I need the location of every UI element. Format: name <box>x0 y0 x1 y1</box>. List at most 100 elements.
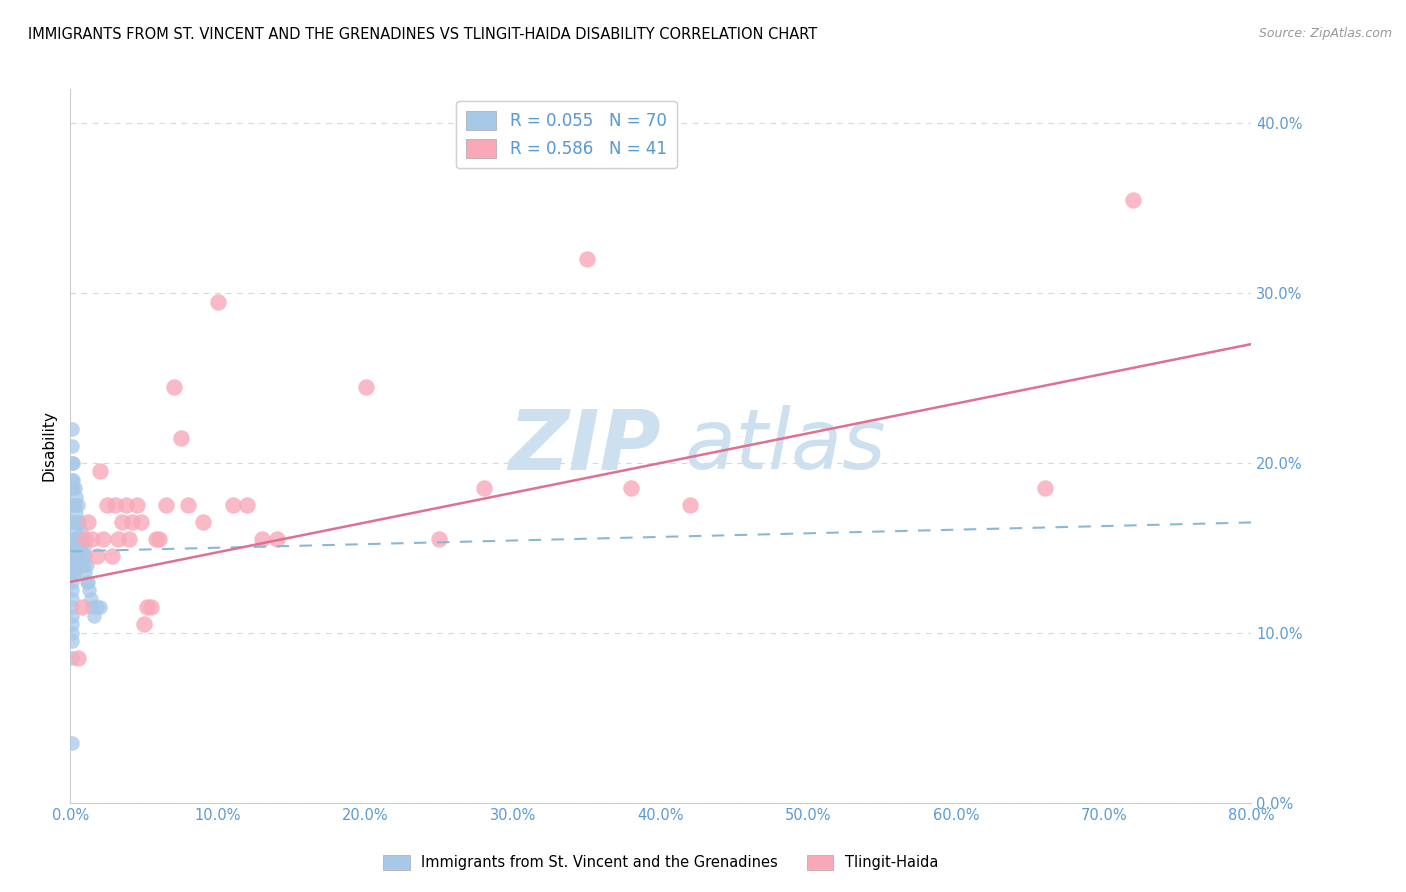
Point <box>65 524 87 538</box>
Point <box>63 558 86 572</box>
Point <box>69 558 91 572</box>
Point <box>63 541 86 555</box>
Point <box>60 549 83 564</box>
Point <box>70 600 93 615</box>
Point <box>427 533 450 547</box>
Point <box>100 549 122 564</box>
Point <box>115 499 138 513</box>
Point <box>107 533 129 547</box>
Point <box>65 533 87 547</box>
Point <box>60 566 83 581</box>
Point <box>75 549 96 564</box>
Text: ZIP: ZIP <box>508 406 661 486</box>
Point <box>77 516 100 530</box>
Point <box>163 379 186 393</box>
Point <box>60 456 83 470</box>
Point <box>69 541 91 555</box>
Point <box>62 541 84 555</box>
Point <box>236 499 259 513</box>
Text: IMMIGRANTS FROM ST. VINCENT AND THE GRENADINES VS TLINGIT-HAIDA DISABILITY CORRE: IMMIGRANTS FROM ST. VINCENT AND THE GREN… <box>28 27 817 42</box>
Point <box>679 499 702 513</box>
Point <box>1033 482 1056 496</box>
Point <box>66 651 89 665</box>
Point <box>250 533 273 547</box>
Point <box>96 499 118 513</box>
Point <box>155 499 177 513</box>
Point <box>89 465 111 479</box>
Text: atlas: atlas <box>685 406 886 486</box>
Point <box>620 482 643 496</box>
Point <box>141 600 163 615</box>
Point <box>125 499 148 513</box>
Text: Source: ZipAtlas.com: Source: ZipAtlas.com <box>1258 27 1392 40</box>
Point <box>575 252 598 266</box>
Point <box>60 600 83 615</box>
Point <box>82 533 104 547</box>
Point <box>60 583 83 598</box>
Point <box>132 617 156 632</box>
Point <box>60 608 83 623</box>
Point <box>82 600 104 615</box>
Point <box>77 574 100 589</box>
Point <box>60 516 83 530</box>
Point <box>60 558 83 572</box>
Point <box>129 516 152 530</box>
Point <box>91 533 114 547</box>
Point <box>63 499 86 513</box>
Point <box>63 549 86 564</box>
Point <box>63 516 86 530</box>
Point <box>60 626 83 640</box>
Point <box>145 533 167 547</box>
Point <box>76 574 98 589</box>
Point <box>62 533 84 547</box>
Point <box>118 533 141 547</box>
Legend: R = 0.055   N = 70, R = 0.586   N = 41: R = 0.055 N = 70, R = 0.586 N = 41 <box>456 101 676 168</box>
Point <box>72 541 94 555</box>
Point <box>136 600 159 615</box>
Point <box>86 549 108 564</box>
Point <box>69 524 91 538</box>
Point <box>62 473 84 487</box>
Point <box>60 574 83 589</box>
Point <box>1122 193 1144 207</box>
Point <box>60 541 83 555</box>
Point <box>75 566 96 581</box>
Point <box>70 549 93 564</box>
Point <box>63 533 86 547</box>
Point <box>67 533 90 547</box>
Point <box>472 482 495 496</box>
Point <box>63 566 86 581</box>
Point <box>62 549 84 564</box>
Point <box>62 482 84 496</box>
Point <box>148 533 170 547</box>
Point <box>83 608 105 623</box>
Point <box>62 456 84 470</box>
Point <box>170 430 193 444</box>
Point <box>60 473 83 487</box>
Point <box>354 379 377 393</box>
Point <box>62 499 84 513</box>
Point <box>60 651 83 665</box>
Point <box>65 490 87 504</box>
Point <box>67 549 90 564</box>
Point <box>63 482 86 496</box>
Point <box>177 499 200 513</box>
Point <box>62 566 84 581</box>
Point <box>89 600 111 615</box>
Point <box>60 499 83 513</box>
Legend: Immigrants from St. Vincent and the Grenadines, Tlingit-Haida: Immigrants from St. Vincent and the Gren… <box>377 848 945 876</box>
Point <box>222 499 245 513</box>
Point <box>60 634 83 648</box>
Point <box>66 516 89 530</box>
Point <box>70 533 93 547</box>
Point <box>62 558 84 572</box>
Point <box>65 549 87 564</box>
Point <box>60 439 83 453</box>
Point <box>75 533 96 547</box>
Y-axis label: Disability: Disability <box>41 410 56 482</box>
Point <box>266 533 288 547</box>
Point <box>207 294 229 309</box>
Point <box>60 736 83 750</box>
Point <box>80 591 103 606</box>
Point <box>60 482 83 496</box>
